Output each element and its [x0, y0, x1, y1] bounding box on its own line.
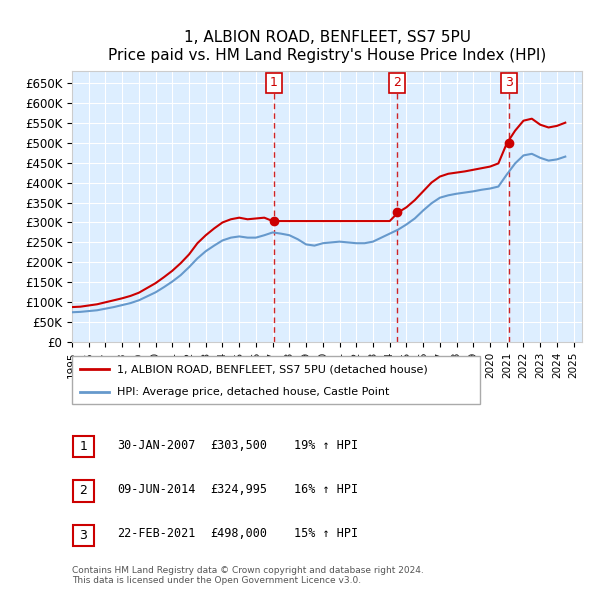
- Text: 15% ↑ HPI: 15% ↑ HPI: [294, 527, 358, 540]
- Text: This data is licensed under the Open Government Licence v3.0.: This data is licensed under the Open Gov…: [72, 576, 361, 585]
- Text: 16% ↑ HPI: 16% ↑ HPI: [294, 483, 358, 496]
- Text: 1: 1: [270, 76, 278, 89]
- Title: 1, ALBION ROAD, BENFLEET, SS7 5PU
Price paid vs. HM Land Registry's House Price : 1, ALBION ROAD, BENFLEET, SS7 5PU Price …: [108, 30, 546, 63]
- Text: 2: 2: [79, 484, 88, 497]
- Text: HPI: Average price, detached house, Castle Point: HPI: Average price, detached house, Cast…: [117, 387, 389, 397]
- Text: 09-JUN-2014: 09-JUN-2014: [117, 483, 196, 496]
- Text: 1, ALBION ROAD, BENFLEET, SS7 5PU (detached house): 1, ALBION ROAD, BENFLEET, SS7 5PU (detac…: [117, 364, 428, 374]
- Text: 2: 2: [393, 76, 401, 89]
- Text: 3: 3: [505, 76, 513, 89]
- Text: £498,000: £498,000: [210, 527, 267, 540]
- Text: 30-JAN-2007: 30-JAN-2007: [117, 439, 196, 452]
- Text: Contains HM Land Registry data © Crown copyright and database right 2024.: Contains HM Land Registry data © Crown c…: [72, 566, 424, 575]
- Text: 1: 1: [79, 440, 88, 453]
- Text: £324,995: £324,995: [210, 483, 267, 496]
- Text: 3: 3: [79, 529, 88, 542]
- FancyBboxPatch shape: [72, 356, 480, 404]
- Text: £303,500: £303,500: [210, 439, 267, 452]
- Text: 19% ↑ HPI: 19% ↑ HPI: [294, 439, 358, 452]
- Text: 22-FEB-2021: 22-FEB-2021: [117, 527, 196, 540]
